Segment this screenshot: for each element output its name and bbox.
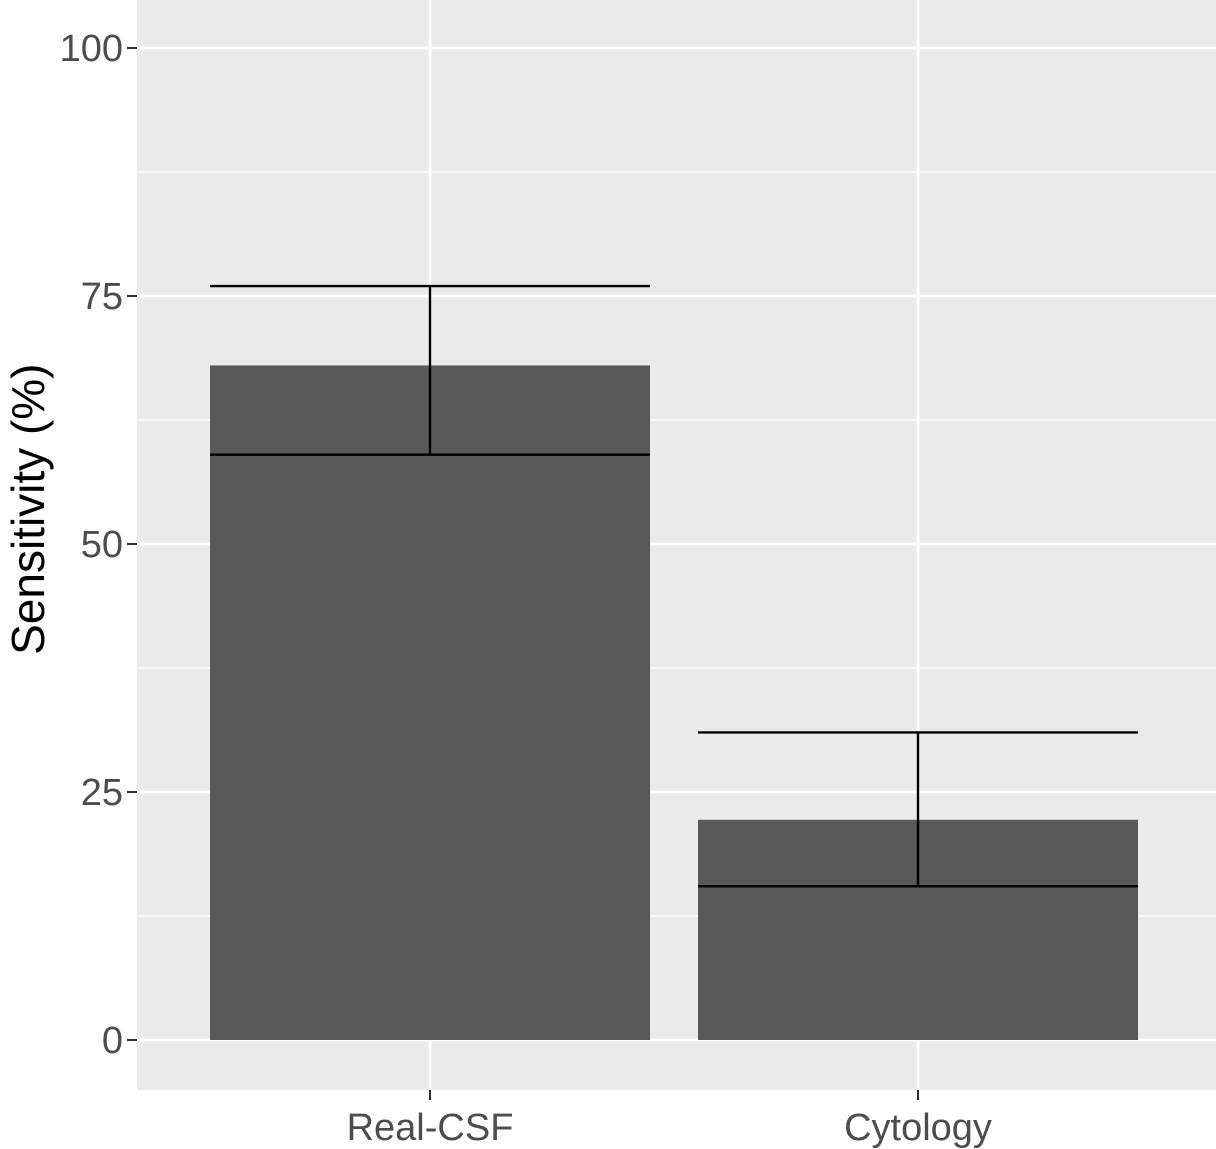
y-axis: 0 25 50 75 100 xyxy=(60,28,137,1062)
y-tick-label: 0 xyxy=(102,1020,123,1062)
y-tick-label: 75 xyxy=(81,276,123,318)
y-tick-label: 100 xyxy=(60,28,123,70)
y-tick-label: 50 xyxy=(81,524,123,566)
x-tick-label: Cytology xyxy=(844,1107,992,1149)
x-tick-label: Real-CSF xyxy=(347,1107,514,1149)
y-axis-title: Sensitivity (%) xyxy=(2,364,54,655)
x-axis: Real-CSF Cytology xyxy=(347,1090,992,1149)
bar-real-csf xyxy=(210,365,650,1040)
y-tick-label: 25 xyxy=(81,772,123,814)
error-bars xyxy=(210,284,1138,888)
